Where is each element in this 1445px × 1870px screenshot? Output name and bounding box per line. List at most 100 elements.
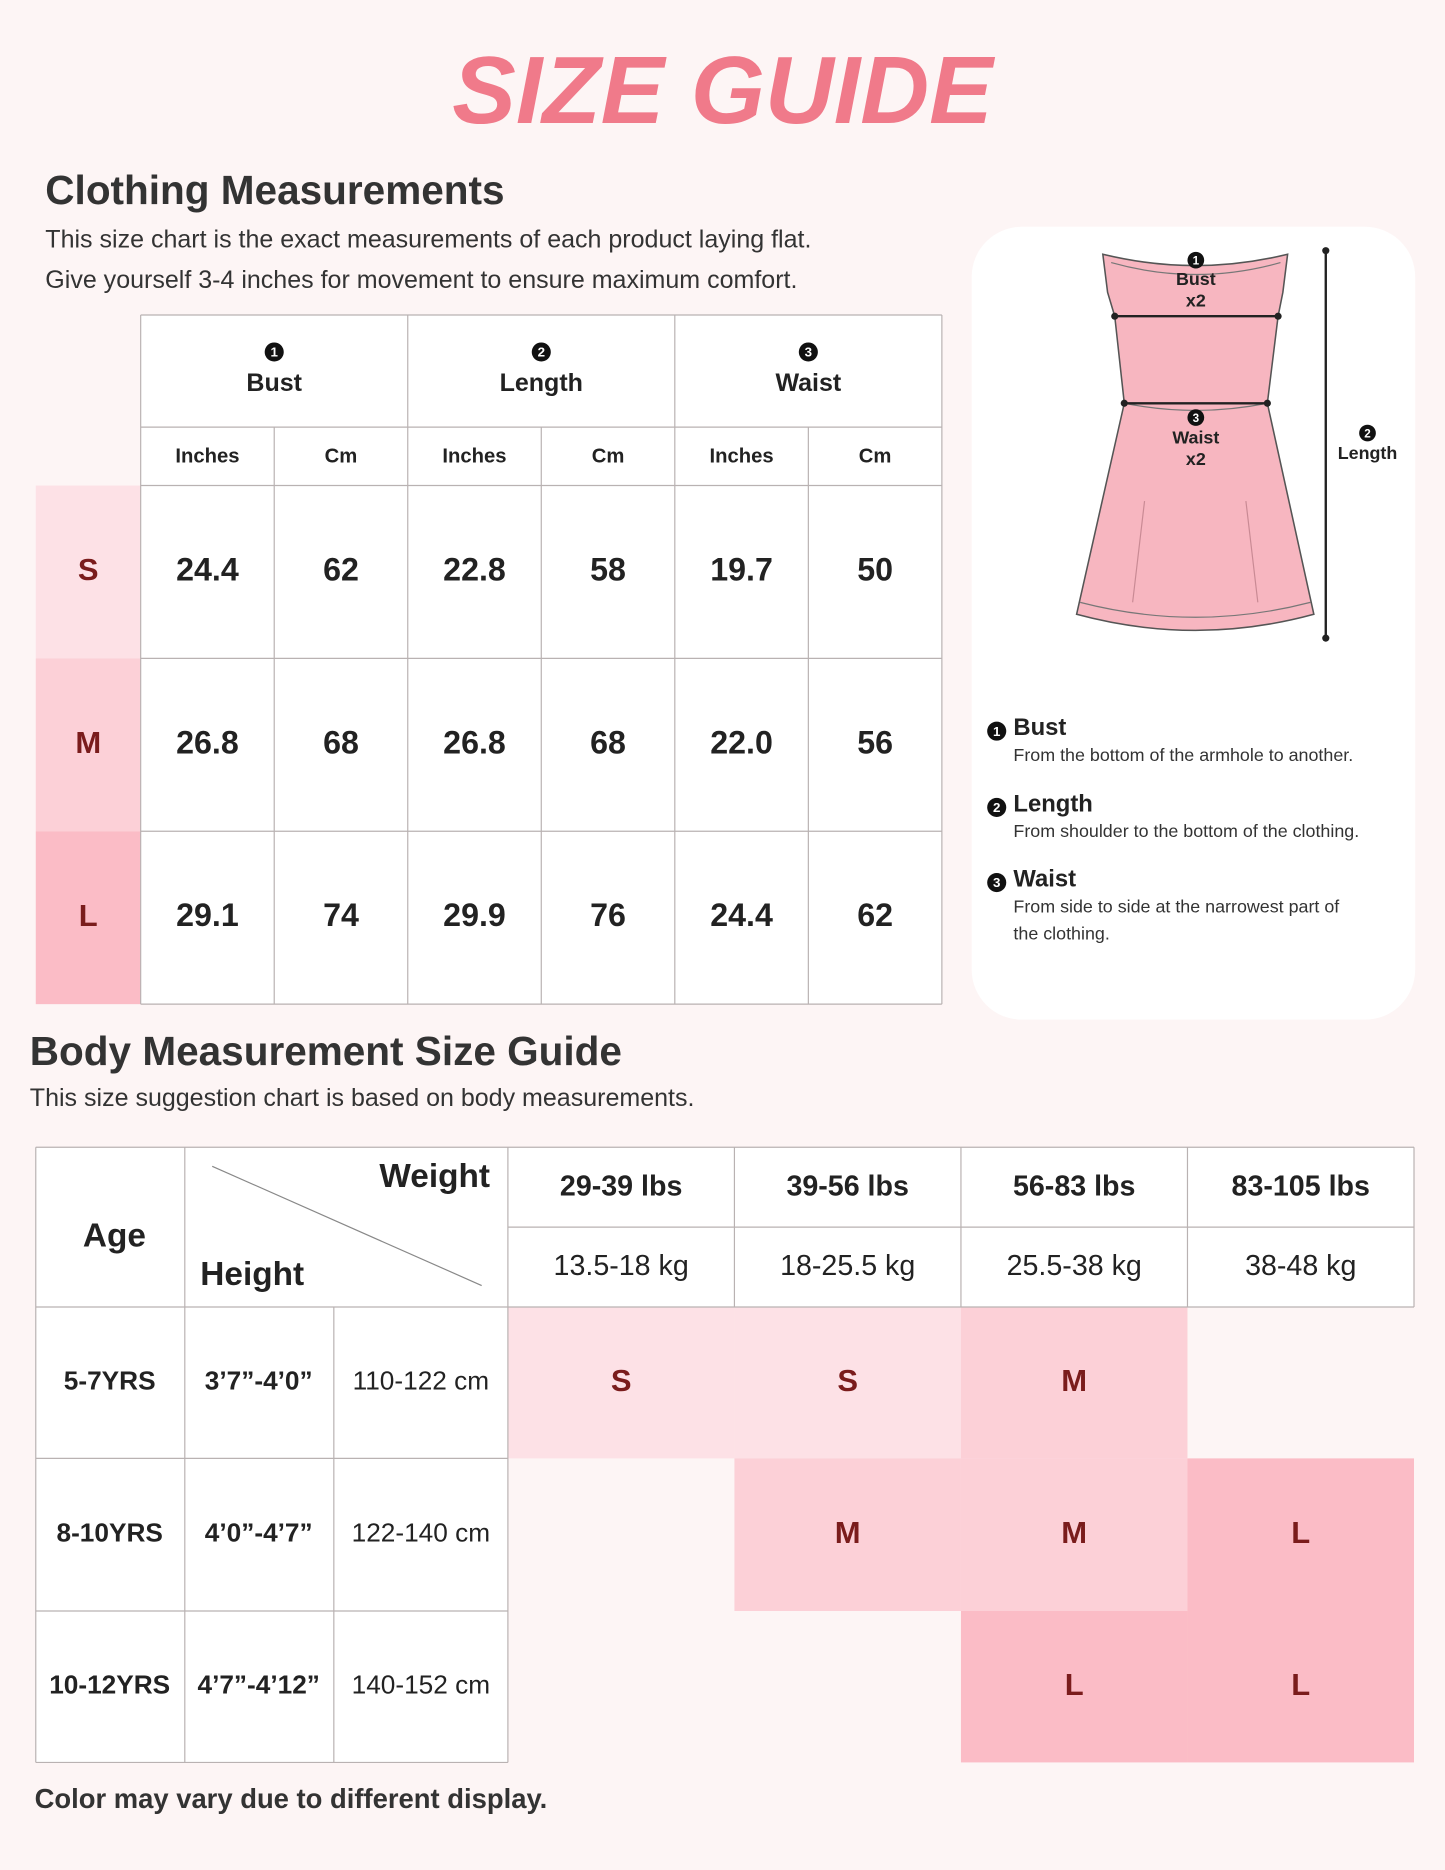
height-inches: 4’7”-4’12” <box>197 1670 319 1700</box>
size-cell <box>507 1306 735 1459</box>
size-cell <box>734 1458 961 1612</box>
cell-value: 24.4 <box>710 897 773 933</box>
badge-number: 3 <box>1193 412 1200 425</box>
age-label: 5-7YRS <box>64 1366 156 1396</box>
cell-value: 56 <box>857 724 893 760</box>
hem-seam <box>1080 601 1311 618</box>
badge-number: 3 <box>993 875 1000 890</box>
cell-value: 29.1 <box>176 897 239 933</box>
number-badge <box>987 721 1007 741</box>
size-cell <box>734 1306 961 1459</box>
description: This size chart is the exact measurement… <box>45 226 811 254</box>
badge-number: 1 <box>993 724 1001 739</box>
size-cell <box>1187 1611 1415 1763</box>
weight-lbs: 56-83 lbs <box>1013 1170 1135 1202</box>
legend-name: Bust <box>1013 714 1066 741</box>
number-badge <box>1359 424 1376 442</box>
size-cell <box>960 1306 1188 1459</box>
height-cm: 122-140 cm <box>352 1518 490 1548</box>
section-heading: Clothing Measurements <box>45 167 504 213</box>
legend-description: the clothing. <box>1013 924 1109 944</box>
unit-header: Inches <box>709 445 773 467</box>
height-cm: 110-122 cm <box>353 1366 490 1396</box>
size-cell <box>35 831 141 1005</box>
fold-lines <box>1132 500 1259 603</box>
header-label: Weight <box>379 1158 490 1195</box>
cell-value: 58 <box>590 551 626 587</box>
diagram-label: x2 <box>1186 449 1206 469</box>
legend-description: From the bottom of the armhole to anothe… <box>1013 745 1353 765</box>
number-badge <box>264 342 284 362</box>
section-heading: Body Measurement Size Guide <box>30 1028 622 1074</box>
size-cell <box>960 1611 1188 1763</box>
badge-number: 2 <box>538 345 545 360</box>
weight-kg: 38-48 kg <box>1245 1250 1356 1282</box>
header-label: Height <box>200 1256 304 1293</box>
legend-name: Waist <box>1013 865 1076 892</box>
dot <box>1120 399 1128 407</box>
diagram-label: Length <box>1338 443 1398 463</box>
cell-value: 24.4 <box>176 551 239 587</box>
dot <box>1274 312 1282 320</box>
size-label: L <box>79 898 98 933</box>
size-label: M <box>75 725 101 760</box>
cell-value: 74 <box>323 897 359 933</box>
badge-number: 1 <box>1193 254 1200 267</box>
diagonal-divider <box>211 1165 482 1287</box>
unit-header: Cm <box>325 445 358 467</box>
diagram-label: x2 <box>1186 291 1206 311</box>
column-header: Waist <box>775 369 841 397</box>
unit-header: Inches <box>442 445 506 467</box>
column-header: Length <box>500 369 583 397</box>
size-label: S <box>611 1363 632 1398</box>
weight-kg: 13.5-18 kg <box>554 1250 689 1282</box>
dot <box>1322 247 1330 255</box>
weight-kg: 25.5-38 kg <box>1007 1250 1142 1282</box>
number-badge <box>798 342 818 362</box>
header-label: Age <box>83 1218 146 1255</box>
unit-header: Inches <box>175 445 239 467</box>
number-badge <box>1187 409 1205 426</box>
number-badge <box>987 873 1007 893</box>
diagram-label: Waist <box>1172 428 1219 448</box>
number-badge <box>987 797 1007 817</box>
table-background <box>35 1306 508 1763</box>
cell-value: 62 <box>857 897 893 933</box>
column-header: Bust <box>246 369 302 397</box>
cell-value: 68 <box>323 724 359 760</box>
unit-header: Cm <box>859 445 892 467</box>
cell-value: 62 <box>323 551 359 587</box>
age-label: 8-10YRS <box>56 1518 162 1548</box>
cell-value: 50 <box>857 551 893 587</box>
size-cell <box>35 485 141 659</box>
size-label: M <box>835 1515 861 1550</box>
number-badge <box>1187 251 1205 269</box>
cell-value: 76 <box>590 897 626 933</box>
size-label: L <box>1291 1667 1310 1702</box>
size-label: S <box>837 1363 858 1398</box>
footnote: Color may vary due to different display. <box>35 1783 548 1814</box>
legend-name: Length <box>1013 790 1092 817</box>
cell-value: 26.8 <box>443 724 506 760</box>
weight-lbs: 29-39 lbs <box>560 1170 682 1202</box>
size-label: L <box>1291 1515 1310 1550</box>
badge-number: 3 <box>805 345 812 360</box>
size-label: M <box>1061 1515 1087 1550</box>
unit-header: Cm <box>592 445 625 467</box>
dot <box>1322 634 1330 642</box>
size-cell <box>1187 1458 1415 1612</box>
height-inches: 4’0”-4’7” <box>205 1518 313 1548</box>
number-badge <box>531 342 551 362</box>
dot <box>1263 399 1271 407</box>
size-cell <box>960 1458 1188 1612</box>
dot <box>1111 312 1119 320</box>
cell-value: 29.9 <box>443 897 506 933</box>
legend-description: From shoulder to the bottom of the cloth… <box>1013 821 1359 841</box>
badge-number: 1 <box>271 345 279 360</box>
description: This size suggestion chart is based on b… <box>30 1084 695 1112</box>
neck-seam <box>1111 262 1281 276</box>
cell-value: 19.7 <box>710 551 773 587</box>
weight-lbs: 39-56 lbs <box>786 1170 908 1202</box>
height-inches: 3’7”-4’0” <box>205 1366 313 1396</box>
